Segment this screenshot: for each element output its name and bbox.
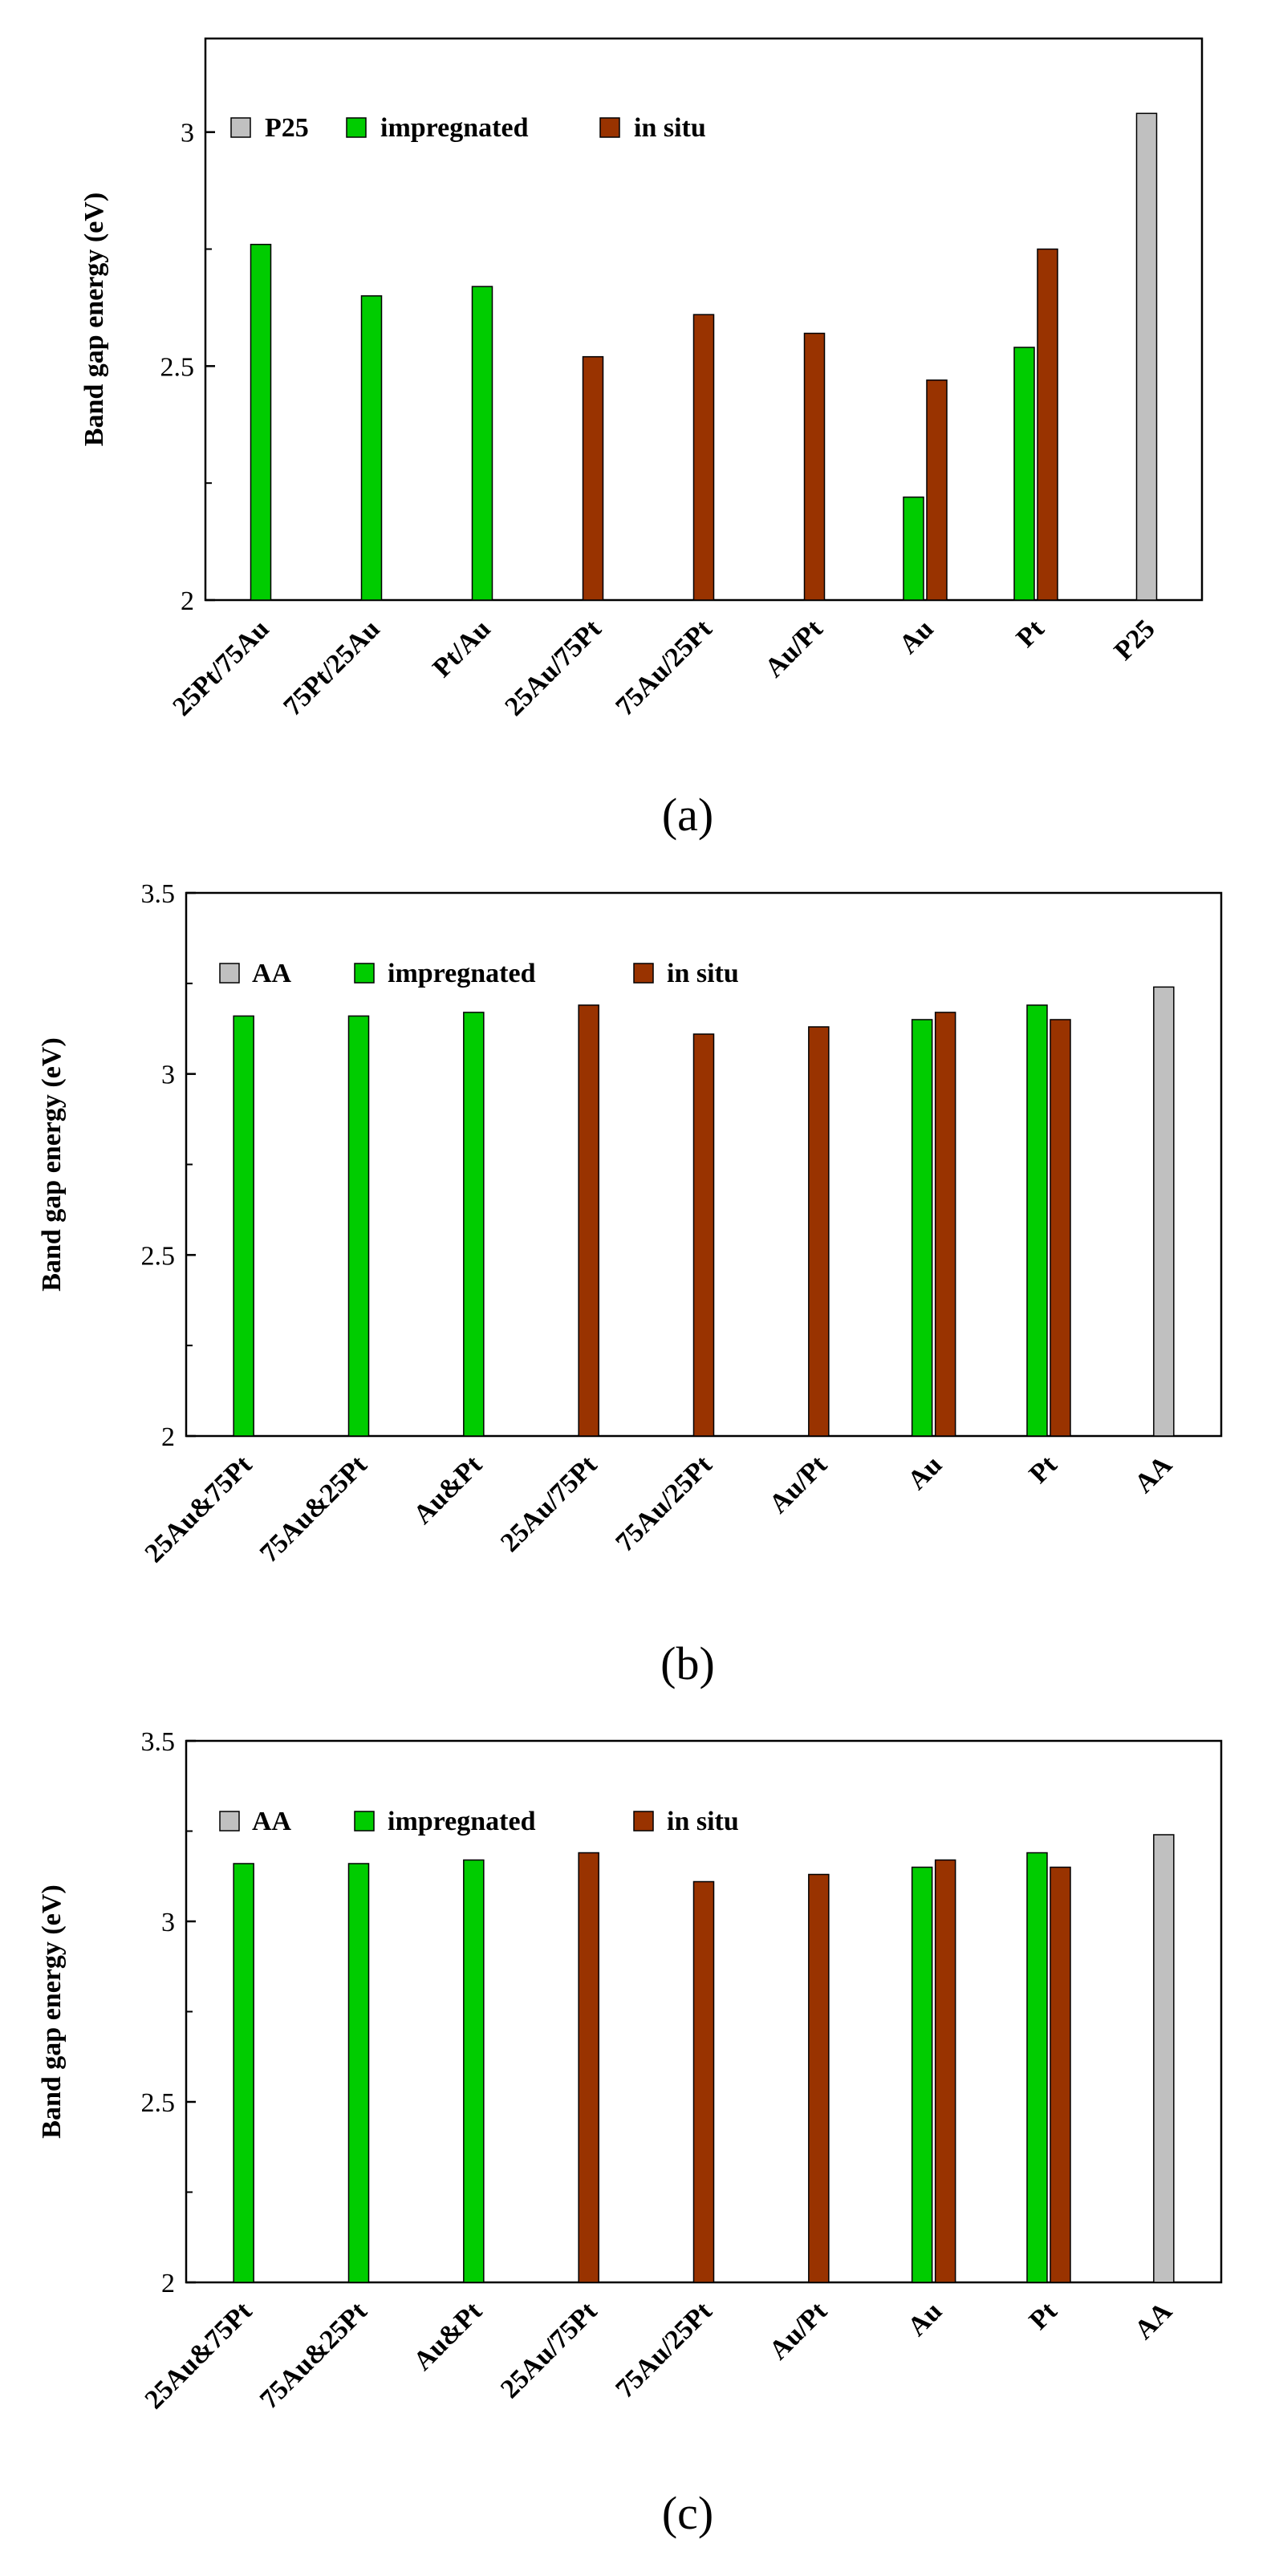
y-tick-label: 3 bbox=[181, 119, 194, 148]
x-tick-label: AA bbox=[1129, 2296, 1178, 2345]
bar-P25-P25 bbox=[1135, 112, 1158, 601]
bar-impregnated-Au bbox=[911, 1866, 933, 2283]
chart-panel-a: 2 2.5 3 Band gap energy (eV) 25Pt/75Au 75Pt/2… bbox=[79, 37, 1204, 841]
y-tick-label: 3.5 bbox=[141, 1727, 176, 1757]
x-tick-label: Au bbox=[902, 2296, 948, 2342]
bar-impregnated-Au bbox=[903, 496, 924, 601]
y-tick-label: 2 bbox=[161, 2269, 175, 2298]
x-tick-label: 25Au&75Pt bbox=[140, 2296, 258, 2415]
legend-label: AA bbox=[252, 959, 292, 988]
x-tick-label: Pt/Au bbox=[427, 614, 496, 683]
x-tick-label: 75Au&25Pt bbox=[254, 1450, 373, 1568]
legend-swatch-impregnated bbox=[354, 1811, 375, 1832]
y-tick-label: 3 bbox=[161, 1908, 175, 1937]
bar-impregnated-Pt bbox=[1026, 1852, 1048, 2283]
bar-in-situ-Au bbox=[934, 1012, 956, 1437]
bar-impregnated-25Au&75Pt bbox=[233, 1863, 254, 2283]
x-tick-label: Pt bbox=[1024, 2296, 1063, 2335]
x-tick-label: 25Au/75Pt bbox=[499, 614, 607, 722]
bar-impregnated-Pt/Au bbox=[471, 286, 493, 601]
x-tick-label: Au&Pt bbox=[408, 2296, 488, 2376]
y-axis-label: Band gap energy (eV) bbox=[79, 193, 109, 446]
x-tick-label: Au/Pt bbox=[759, 614, 829, 684]
panel-label: (a) bbox=[662, 789, 713, 841]
bar-in-situ-25Au/75Pt bbox=[578, 1004, 599, 1437]
bar-in-situ-Au/Pt bbox=[803, 332, 826, 601]
x-tick-label: Au bbox=[902, 1450, 948, 1495]
x-tick-label: Au bbox=[894, 614, 940, 659]
x-tick-label: 75Au/25Pt bbox=[610, 2296, 718, 2404]
bar-in-situ-Au bbox=[934, 1859, 956, 2283]
bar-in-situ-Pt bbox=[1037, 248, 1058, 601]
bar-in-situ-75Au/25Pt bbox=[692, 314, 715, 601]
bar-in-situ-Au/Pt bbox=[808, 1026, 830, 1437]
bar-impregnated-75Au&25Pt bbox=[347, 1015, 370, 1437]
y-tick-label: 3.5 bbox=[141, 879, 176, 909]
bar-in-situ-75Au/25Pt bbox=[692, 1033, 715, 1437]
panel-label: (c) bbox=[662, 2487, 713, 2539]
x-tick-label: Au/Pt bbox=[764, 1450, 834, 1519]
x-tick-label: 75Au&25Pt bbox=[254, 2296, 373, 2415]
bar-impregnated-Au bbox=[911, 1019, 933, 1437]
y-tick-label: 2 bbox=[161, 1422, 175, 1452]
x-tick-label: 75Au/25Pt bbox=[610, 614, 718, 722]
bar-impregnated-75Au&25Pt bbox=[347, 1863, 370, 2283]
y-tick-label: 3 bbox=[161, 1061, 175, 1090]
panel-label: (b) bbox=[660, 1637, 715, 1690]
bar-impregnated-Au&Pt bbox=[463, 1012, 485, 1437]
x-tick-label: 75Au/25Pt bbox=[610, 1450, 718, 1558]
legend-label: impregnated bbox=[380, 113, 529, 143]
bar-in-situ-75Au/25Pt bbox=[692, 1880, 715, 2283]
legend-swatch-P25 bbox=[230, 117, 251, 138]
x-tick-label: Pt bbox=[1024, 1450, 1063, 1489]
bar-impregnated-Pt bbox=[1013, 347, 1035, 601]
x-tick-label: 25Au&75Pt bbox=[140, 1450, 258, 1568]
bar-in-situ-25Au/75Pt bbox=[582, 355, 604, 601]
bar-AA-AA bbox=[1153, 986, 1175, 1437]
y-tick-label: 2.5 bbox=[160, 352, 195, 382]
bar-impregnated-Pt bbox=[1026, 1004, 1048, 1437]
x-tick-label: Au/Pt bbox=[764, 2296, 834, 2366]
y-axis-label: Band gap energy (eV) bbox=[37, 1037, 67, 1291]
x-tick-label: AA bbox=[1129, 1450, 1178, 1499]
legend-label: impregnated bbox=[388, 959, 536, 988]
legend-label: in situ bbox=[667, 1807, 739, 1836]
bar-in-situ-Au bbox=[926, 379, 948, 601]
legend-swatch-AA bbox=[219, 1811, 240, 1832]
bar-impregnated-25Au&75Pt bbox=[233, 1015, 254, 1437]
legend-swatch-in-situ bbox=[599, 117, 620, 138]
x-tick-label: Au&Pt bbox=[408, 1450, 488, 1530]
x-tick-label: 25Au/75Pt bbox=[495, 2296, 603, 2404]
y-tick-label: 2.5 bbox=[141, 2088, 176, 2118]
bar-impregnated-75Pt/25Au bbox=[360, 295, 383, 601]
legend-swatch-impregnated bbox=[354, 963, 375, 984]
legend-label: AA bbox=[252, 1807, 292, 1836]
legend-swatch-in-situ bbox=[633, 1811, 654, 1832]
x-tick-label: 25Pt/75Au bbox=[167, 614, 274, 721]
legend-swatch-AA bbox=[219, 963, 240, 984]
legend-label: P25 bbox=[265, 113, 309, 143]
x-tick-label: 75Pt/25Au bbox=[278, 614, 385, 721]
y-tick-label: 2.5 bbox=[141, 1241, 176, 1271]
bar-in-situ-25Au/75Pt bbox=[578, 1852, 599, 2283]
legend-swatch-in-situ bbox=[633, 963, 654, 984]
x-tick-label: P25 bbox=[1109, 614, 1161, 666]
x-tick-label: 25Au/75Pt bbox=[495, 1450, 603, 1558]
bar-impregnated-25Pt/75Au bbox=[250, 243, 272, 601]
bar-in-situ-Au/Pt bbox=[808, 1873, 830, 2283]
y-axis-label: Band gap energy (eV) bbox=[37, 1884, 67, 2138]
legend-label: in situ bbox=[667, 959, 739, 988]
y-tick-label: 2 bbox=[181, 586, 194, 616]
legend-swatch-impregnated bbox=[346, 117, 367, 138]
legend-label: impregnated bbox=[388, 1807, 536, 1836]
bar-in-situ-Pt bbox=[1050, 1866, 1071, 2283]
bar-in-situ-Pt bbox=[1050, 1019, 1071, 1437]
legend-label: in situ bbox=[634, 113, 706, 143]
bar-impregnated-Au&Pt bbox=[463, 1859, 485, 2283]
bar-AA-AA bbox=[1153, 1834, 1175, 2283]
x-tick-label: Pt bbox=[1011, 614, 1050, 653]
